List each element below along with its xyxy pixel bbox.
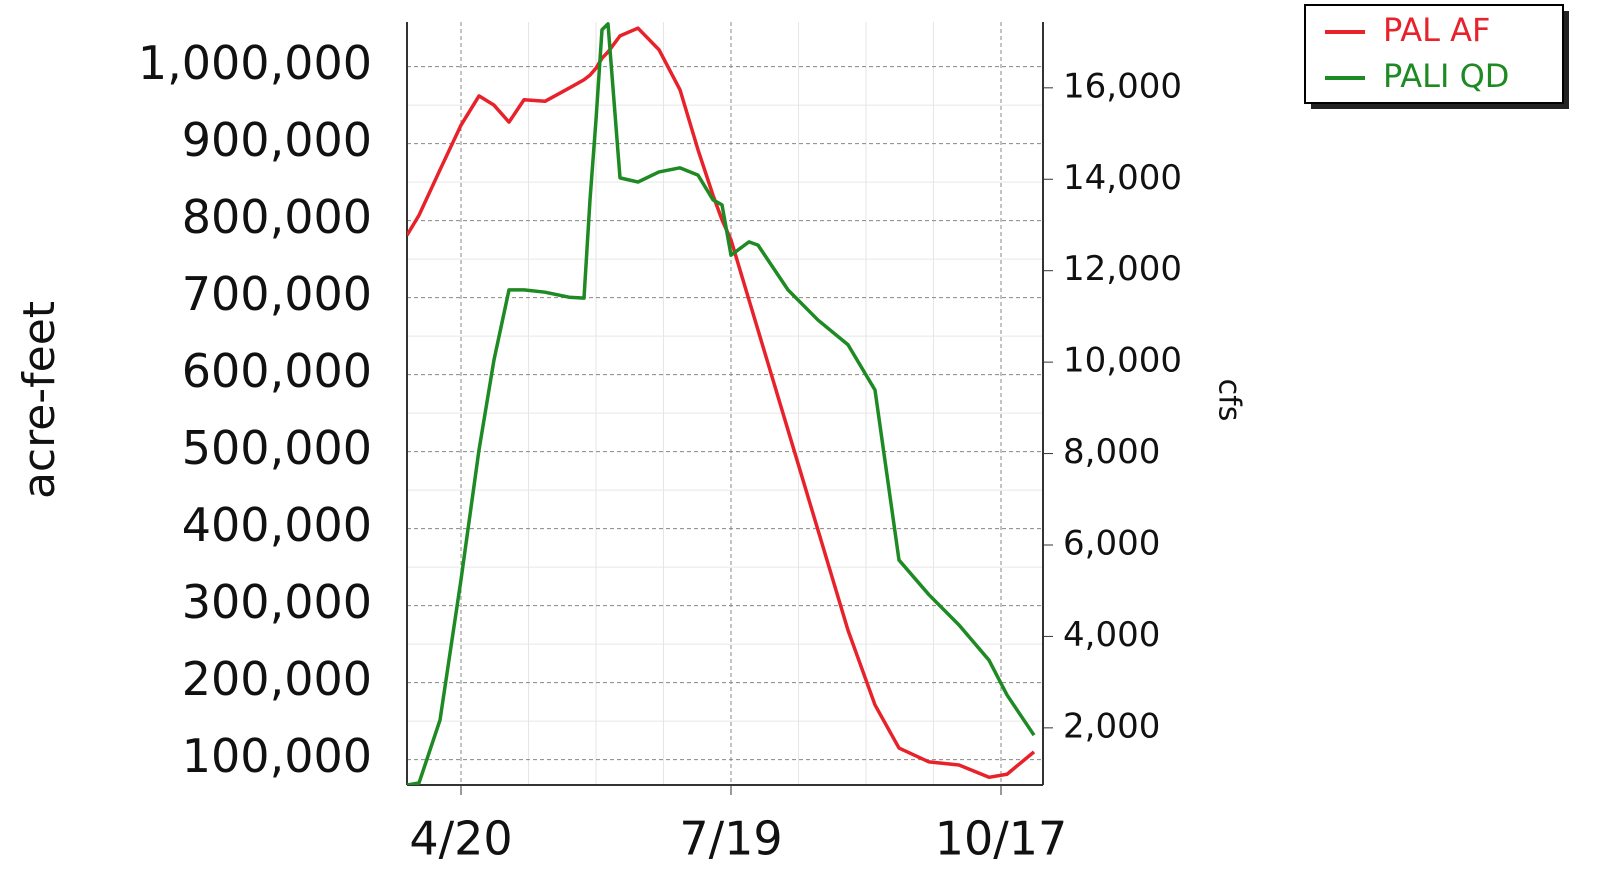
y-tick-label: 200,000 (182, 652, 372, 706)
y-tick-label: 600,000 (182, 344, 372, 398)
y2-tick-label: 4,000 (1063, 615, 1160, 655)
legend (1304, 4, 1564, 104)
y-tick-label: 500,000 (182, 421, 372, 475)
y-tick-label: 1,000,000 (138, 36, 372, 90)
y-tick-label: 800,000 (182, 190, 372, 244)
y-axis-title: acre-feet (14, 301, 65, 499)
y-tick-label: 100,000 (182, 729, 372, 783)
legend-label: PALI QD (1383, 57, 1509, 95)
y2-tick-label: 10,000 (1063, 341, 1182, 381)
y2-tick-label: 2,000 (1063, 706, 1160, 746)
y-tick-label: 300,000 (182, 575, 372, 629)
y2-axis-title: cfs (1212, 379, 1247, 422)
y2-tick-label: 6,000 (1063, 523, 1160, 563)
series-line (407, 22, 1036, 785)
y2-tick-label: 8,000 (1063, 432, 1160, 472)
legend-label: PAL AF (1383, 11, 1490, 49)
x-tick-label: 10/17 (935, 812, 1068, 866)
x-tick-label: 7/19 (679, 812, 782, 866)
y-tick-label: 700,000 (182, 267, 372, 321)
y2-tick-label: 14,000 (1063, 158, 1182, 198)
y-tick-label: 400,000 (182, 498, 372, 552)
plot (407, 22, 1036, 785)
y-tick-label: 900,000 (182, 113, 372, 167)
y2-tick-label: 16,000 (1063, 66, 1182, 106)
y2-tick-label: 12,000 (1063, 249, 1182, 289)
series-line (407, 26, 1036, 780)
x-tick-label: 4/20 (409, 812, 512, 866)
